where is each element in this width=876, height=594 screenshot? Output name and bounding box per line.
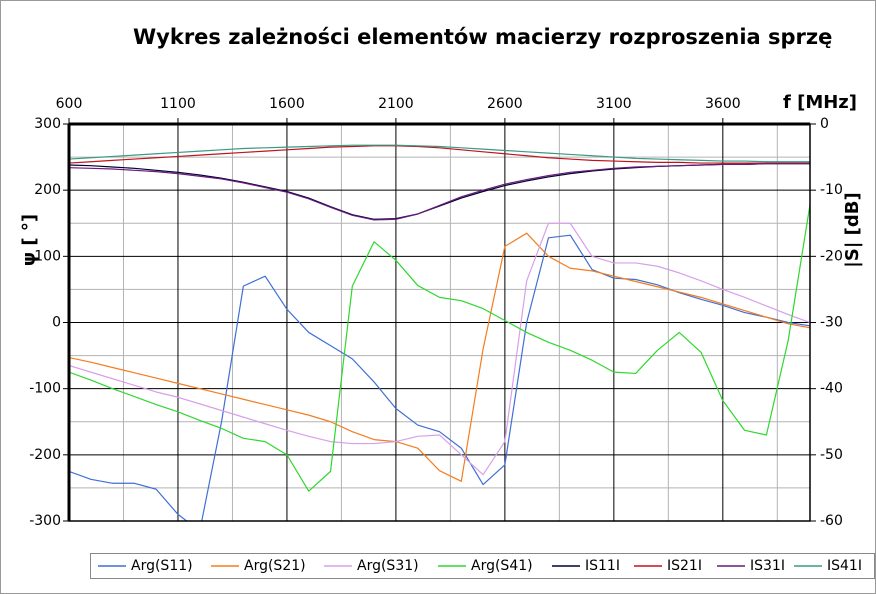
y-tick-label: 0 bbox=[52, 315, 61, 331]
y2-tick-label: -20 bbox=[820, 248, 843, 264]
y2-tick-label: -30 bbox=[820, 315, 843, 331]
x-tick-label: 2600 bbox=[487, 96, 523, 112]
x-tick-label: 600 bbox=[56, 96, 83, 112]
x-tick-label: 3100 bbox=[596, 96, 632, 112]
series-line bbox=[69, 145, 810, 164]
x-tick-label: 2100 bbox=[378, 96, 414, 112]
y2-tick-label: -10 bbox=[820, 182, 843, 198]
x-tick-label: 1600 bbox=[269, 96, 305, 112]
legend-label: IS41I bbox=[827, 558, 862, 574]
y-tick-label: -200 bbox=[29, 447, 61, 463]
y-tick-label: -100 bbox=[29, 381, 61, 397]
legend-label: IS21I bbox=[667, 558, 702, 574]
y-tick-label: 300 bbox=[34, 116, 61, 132]
series-line bbox=[69, 232, 810, 482]
series-line bbox=[69, 144, 810, 163]
y2-axis-label: |S| [dB] bbox=[842, 192, 863, 267]
series-line bbox=[69, 204, 810, 492]
y-tick-label: 100 bbox=[34, 248, 61, 264]
series-line bbox=[69, 222, 810, 476]
y2-tick-label: -40 bbox=[820, 381, 843, 397]
y2-tick-label: -60 bbox=[820, 513, 843, 529]
legend: Arg(S11) Arg(S21) Arg(S31) Arg(S41) IS11I IS2… bbox=[98, 558, 862, 574]
legend-label: Arg(S31) bbox=[357, 558, 419, 574]
x-axis-label: f [MHz] bbox=[783, 92, 857, 113]
legend-label: IS11I bbox=[585, 558, 620, 574]
x-tick-label: 1100 bbox=[160, 96, 196, 112]
legend-label: Arg(S21) bbox=[244, 558, 306, 574]
y2-tick-label: -50 bbox=[820, 447, 843, 463]
legend-label: IS31I bbox=[750, 558, 785, 574]
y-tick-label: 200 bbox=[34, 182, 61, 198]
chart-title: Wykres zależności elementów macierzy roz… bbox=[133, 25, 832, 49]
grid bbox=[68, 123, 810, 522]
y-tick-label: -300 bbox=[29, 513, 61, 529]
x-tick-label: 3600 bbox=[705, 96, 741, 112]
y2-tick-label: 0 bbox=[820, 116, 829, 132]
plot-lines bbox=[69, 144, 810, 521]
legend-label: Arg(S41) bbox=[471, 558, 533, 574]
series-line bbox=[69, 234, 810, 521]
y-axis-label: ψ [ °] bbox=[19, 214, 40, 266]
legend-label: Arg(S11) bbox=[131, 558, 193, 574]
series-line bbox=[69, 163, 810, 221]
